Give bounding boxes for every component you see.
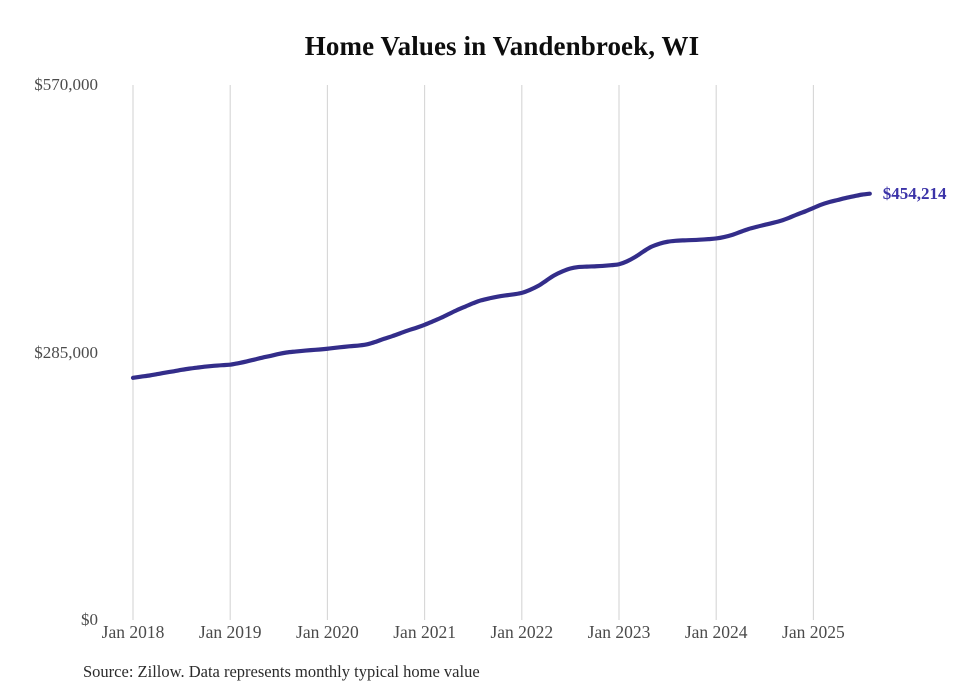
gridlines-group	[132, 85, 814, 620]
x-axis-tick-label: Jan 2020	[296, 622, 359, 642]
end-value-label: $454,214	[882, 183, 947, 203]
y-axis-tick-label: $0	[81, 610, 98, 629]
chart-title: Home Values in Vandenbroek, WI	[304, 31, 700, 61]
x-axis-tick-label: Jan 2023	[587, 622, 651, 642]
source-note: Source: Zillow. Data represents monthly …	[83, 662, 480, 681]
x-axis-tick-label: Jan 2018	[101, 622, 165, 642]
series-line-typical-home-value	[130, 191, 872, 380]
y-axis-tick-label: $570,000	[34, 75, 98, 94]
x-axis-tick-label: Jan 2019	[198, 622, 262, 642]
x-axis-tick-label: Jan 2021	[393, 622, 456, 642]
x-axis-tick-label: Jan 2024	[684, 622, 748, 642]
x-axis-tick-label: Jan 2025	[782, 622, 845, 642]
x-axis-tick-label: Jan 2022	[490, 622, 554, 642]
y-axis-tick-label: $285,000	[34, 342, 98, 362]
